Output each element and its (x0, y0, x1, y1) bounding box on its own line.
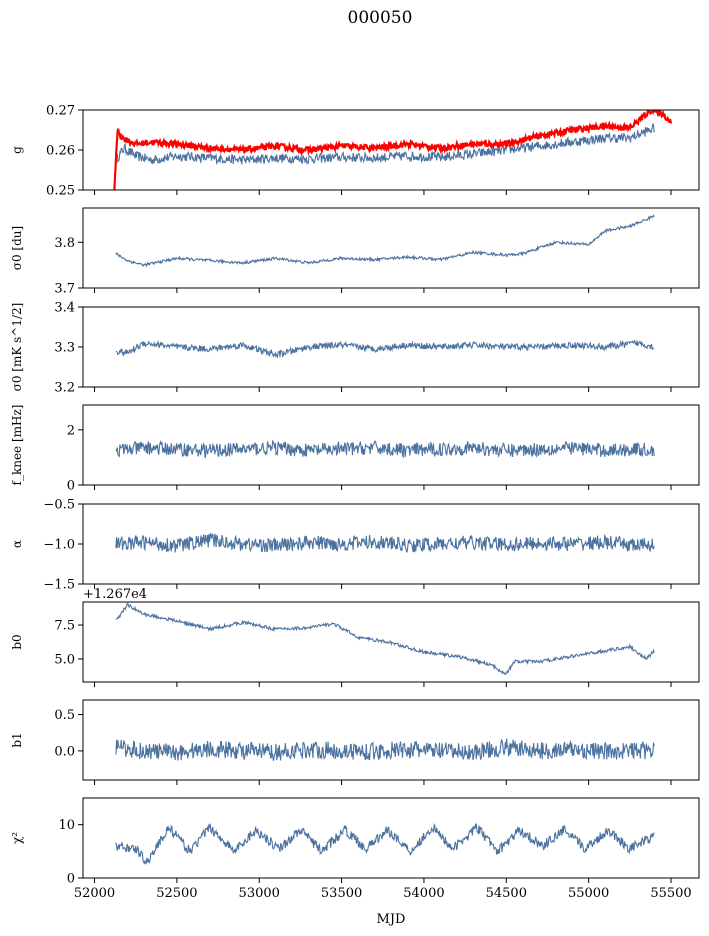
axes-frame (82, 404, 700, 486)
y-axis-label: b0 (10, 634, 24, 649)
series-line-1 (115, 602, 655, 676)
y-tick-label: 0.26 (46, 144, 75, 159)
y-tick-label: 3.8 (54, 236, 75, 251)
panel-3: 3.2 3.3 3.4 σ0 [mK s^1/2] (10, 301, 700, 396)
panel-4: 0 2 f_knee [mHz] (10, 404, 700, 494)
y-tick-label: 3.4 (54, 301, 75, 316)
y-axis-label: α (10, 540, 24, 548)
x-axis-label: MJD (377, 912, 406, 927)
series-line-1 (115, 822, 655, 865)
series-line-1 (115, 532, 655, 553)
x-tick-label: 54000 (403, 886, 444, 901)
y-axis-label: b1 (10, 732, 24, 747)
series-line-1 (115, 214, 655, 268)
y-axis-label: χ² (10, 832, 24, 844)
y-tick-label: 0.5 (54, 708, 75, 723)
y-axis-label: σ0 [mK s^1/2] (10, 303, 24, 392)
x-tick-label: 53000 (239, 886, 280, 901)
x-tick-label: 55500 (650, 886, 691, 901)
y-tick-label: 3.2 (54, 381, 75, 396)
series-line-1 (115, 339, 655, 359)
axes-frame (82, 797, 700, 879)
y-axis-label: f_knee [mHz] (10, 405, 24, 486)
panels: 0.25 0.26 0.27 g 3.7 3.8 σ0 [du] 3.2 3.3 3.4 σ0 [m… (10, 104, 700, 901)
series-line-1 (115, 123, 655, 166)
axes-frame (82, 699, 700, 781)
series-line-2 (113, 110, 673, 190)
panel-2: 3.7 3.8 σ0 [du] (10, 207, 700, 297)
y-tick-label: −1.5 (43, 578, 75, 593)
axes-frame (82, 207, 700, 289)
y-axis-label: σ0 [du] (10, 226, 24, 270)
y-tick-label: 0 (67, 872, 75, 887)
axes-frame (82, 109, 700, 191)
y-tick-label: 5.0 (54, 652, 75, 667)
x-tick-label: 54500 (486, 886, 527, 901)
panel-8: 0 10 52000 52500 53000 53500 54000 54500 55000 55… (10, 797, 700, 901)
panel-6: 5.0 7.5 +1.267e4 b0 (10, 587, 700, 687)
y-axis-label: g (10, 146, 24, 154)
panel-5: −1.5 −1.0 −0.5 α (10, 498, 700, 593)
y-tick-label: 0 (67, 479, 75, 494)
figure-title: 000050 (348, 8, 413, 28)
x-tick-label: 53500 (321, 886, 362, 901)
y-tick-label: 2 (67, 423, 75, 438)
y-tick-label: −0.5 (43, 498, 75, 513)
x-tick-label: 52000 (74, 886, 115, 901)
axes-frame (82, 601, 700, 683)
y-tick-label: 7.5 (54, 619, 75, 634)
x-tick-label: 52500 (156, 886, 197, 901)
series-line-1 (115, 439, 655, 459)
y-tick-label: 3.3 (54, 341, 75, 356)
y-tick-label: 3.7 (54, 282, 75, 297)
offset-label: +1.267e4 (83, 587, 147, 602)
y-tick-label: 0.27 (46, 104, 75, 119)
panel-1: 0.25 0.26 0.27 g (10, 104, 700, 199)
panel-7: 0.0 0.5 b1 (10, 699, 700, 785)
series-line-1 (115, 738, 655, 761)
y-tick-label: −1.0 (43, 538, 75, 553)
x-tick-label: 55000 (568, 886, 609, 901)
y-tick-label: 0.25 (46, 184, 75, 199)
y-tick-label: 0.0 (54, 744, 75, 759)
y-tick-label: 10 (58, 818, 75, 833)
